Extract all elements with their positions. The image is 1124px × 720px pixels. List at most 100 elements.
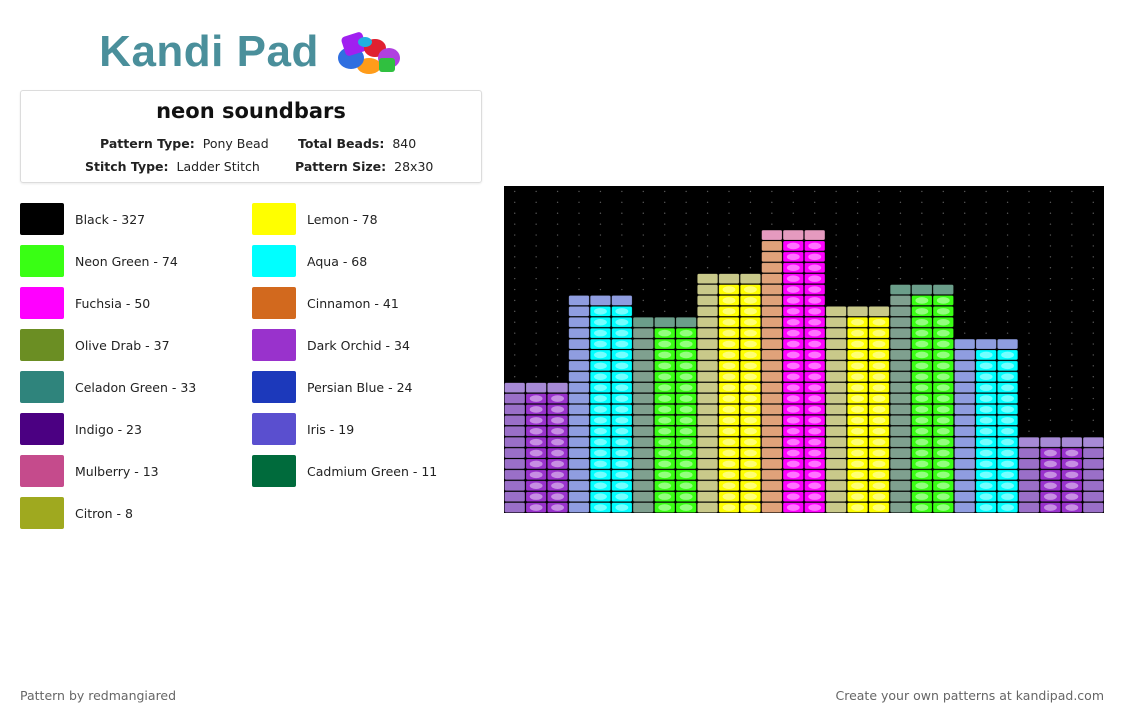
bead-edge bbox=[697, 404, 719, 415]
bead-inner bbox=[868, 458, 890, 470]
bead-inner bbox=[932, 338, 954, 350]
grid-dot bbox=[556, 310, 559, 313]
bead-edge bbox=[504, 393, 526, 404]
legend-label: Citron - 8 bbox=[75, 505, 133, 521]
grid-dot bbox=[1092, 343, 1094, 345]
bead-inner bbox=[718, 502, 740, 513]
bead-inner bbox=[782, 360, 804, 372]
legend-label: Fuchsia - 50 bbox=[75, 295, 151, 311]
bead-inner bbox=[547, 393, 569, 404]
bead-edge bbox=[761, 360, 783, 372]
bead-edge bbox=[632, 349, 654, 361]
grid-dot bbox=[856, 277, 859, 280]
grid-dot bbox=[814, 201, 816, 204]
grid-dot bbox=[535, 256, 537, 258]
grid-dot bbox=[814, 223, 816, 225]
bead-inner bbox=[589, 491, 611, 502]
bead-edge bbox=[761, 447, 783, 459]
grid-dot bbox=[1006, 310, 1009, 313]
bead-edge bbox=[697, 317, 719, 328]
color-swatch bbox=[252, 287, 296, 319]
kandipad-link[interactable]: Create your own patterns at kandipad.com bbox=[835, 688, 1104, 703]
bead-edge bbox=[697, 295, 719, 306]
bead-inner bbox=[718, 458, 740, 470]
grid-dot bbox=[514, 223, 516, 225]
grid-dot bbox=[1049, 299, 1052, 302]
bead-inner bbox=[739, 480, 761, 491]
bead-edge bbox=[761, 415, 783, 426]
grid-dot bbox=[535, 354, 537, 356]
bead-edge bbox=[825, 306, 847, 317]
pattern-type-label: Pattern Type: bbox=[100, 136, 195, 151]
grid-dot bbox=[1071, 190, 1073, 193]
bead-edge bbox=[568, 317, 590, 328]
stitch-type-row: Stitch Type: Ladder Stitch bbox=[85, 159, 260, 174]
bead-inner bbox=[654, 447, 676, 459]
bead-inner bbox=[911, 426, 933, 437]
grid-dot bbox=[556, 332, 559, 334]
legend-item: Mulberry - 13 bbox=[20, 455, 159, 487]
grid-dot bbox=[1028, 223, 1030, 225]
grid-dot bbox=[942, 223, 944, 225]
bead-edge bbox=[697, 273, 719, 284]
bead-inner bbox=[611, 415, 633, 426]
bead-inner bbox=[739, 360, 761, 372]
bead-inner bbox=[804, 371, 826, 383]
bead-edge bbox=[761, 338, 783, 350]
grid-dot bbox=[535, 321, 537, 323]
grid-dot bbox=[642, 288, 644, 291]
grid-dot bbox=[1071, 386, 1073, 389]
bead-inner bbox=[782, 436, 804, 448]
total-beads-row: Total Beads: 840 bbox=[298, 136, 416, 151]
bead-edge bbox=[1018, 458, 1040, 470]
grid-dot bbox=[1092, 332, 1094, 334]
bead-inner bbox=[525, 436, 547, 448]
bead-edge bbox=[632, 469, 654, 481]
grid-dot bbox=[1071, 223, 1073, 225]
grid-dot bbox=[1092, 397, 1094, 400]
bead-edge bbox=[632, 404, 654, 415]
bead-pattern-grid bbox=[504, 186, 1104, 513]
bead-inner bbox=[525, 447, 547, 459]
bead-edge bbox=[504, 458, 526, 470]
bead-edge bbox=[954, 360, 976, 372]
bead-inner bbox=[932, 284, 954, 295]
grid-dot bbox=[599, 288, 602, 291]
bead-inner bbox=[868, 447, 890, 459]
bead-inner bbox=[589, 469, 611, 481]
bead-edge bbox=[697, 393, 719, 404]
bead-inner bbox=[932, 371, 954, 383]
bead-inner bbox=[997, 458, 1019, 470]
grid-dot bbox=[728, 234, 730, 236]
bead-edge bbox=[568, 436, 590, 448]
bead-inner bbox=[997, 480, 1019, 491]
kandi-pad-logo[interactable]: Kandi Pad bbox=[0, 24, 504, 80]
bead-inner bbox=[675, 360, 697, 372]
bead-inner bbox=[1039, 502, 1061, 513]
grid-dot bbox=[1006, 299, 1009, 302]
color-swatch bbox=[20, 245, 64, 277]
bead-edge bbox=[825, 349, 847, 361]
bead-edge bbox=[632, 491, 654, 502]
bead-edge bbox=[889, 415, 911, 426]
grid-dot bbox=[835, 234, 837, 236]
bead-edge bbox=[825, 327, 847, 339]
bead-inner bbox=[675, 415, 697, 426]
bead-inner bbox=[932, 349, 954, 361]
bead-edge bbox=[761, 491, 783, 502]
bead-edge bbox=[825, 371, 847, 383]
grid-dot bbox=[1092, 223, 1094, 225]
bead-edge bbox=[889, 349, 911, 361]
bead-inner bbox=[654, 317, 676, 328]
grid-dot bbox=[642, 277, 644, 280]
bead-inner bbox=[911, 327, 933, 339]
bead-inner bbox=[911, 491, 933, 502]
bead-inner bbox=[1039, 491, 1061, 502]
bead-inner bbox=[804, 251, 826, 263]
bead-inner bbox=[868, 360, 890, 372]
bead-inner bbox=[804, 284, 826, 295]
grid-dot bbox=[985, 299, 987, 302]
bead-edge bbox=[568, 327, 590, 339]
grid-dot bbox=[1092, 310, 1094, 313]
bead-inner bbox=[675, 349, 697, 361]
